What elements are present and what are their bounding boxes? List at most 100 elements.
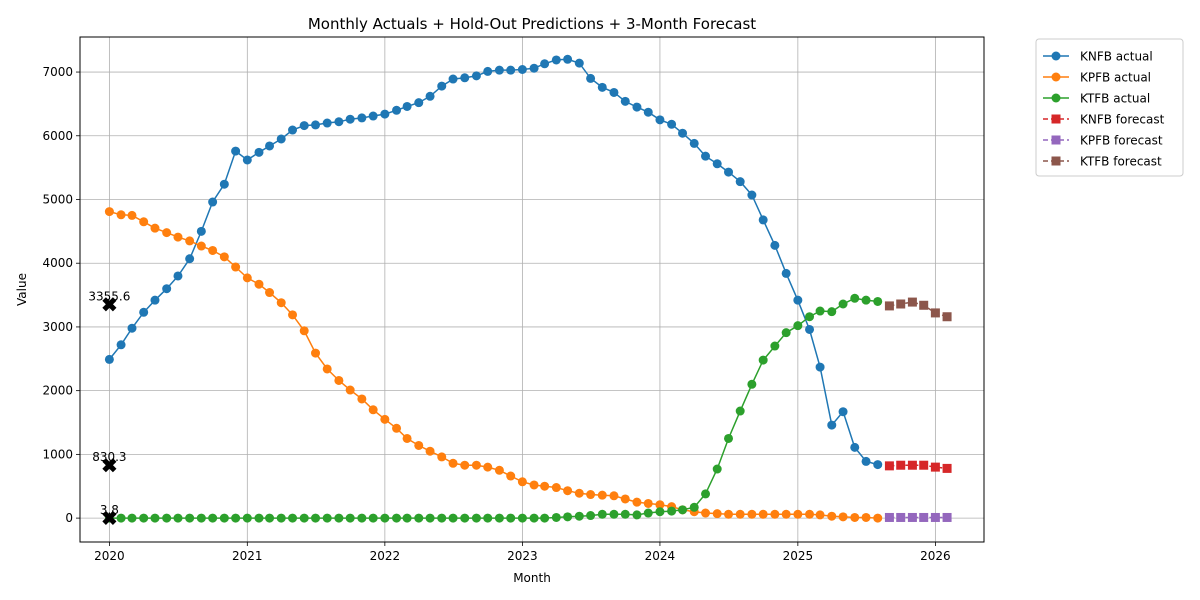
- ktfb-actual-point: [392, 513, 402, 523]
- kpfb-actual-point: [758, 509, 768, 519]
- x-tick-label: 2024: [645, 549, 676, 563]
- knfb-actual-point: [425, 91, 435, 101]
- knfb-actual-point: [162, 284, 172, 294]
- ktfb-actual-point: [299, 513, 309, 523]
- kpfb-actual-point: [861, 512, 871, 522]
- knfb-actual-point: [231, 146, 241, 156]
- holdout-marker: 3.8: [100, 503, 119, 525]
- knfb-actual-line: [108, 58, 878, 466]
- ktfb-actual-point: [162, 513, 172, 523]
- x-tick-label: 2022: [370, 549, 401, 563]
- legend-entry-kpfb-forecast: KPFB forecast: [1043, 134, 1163, 148]
- ktfb-actual-point: [345, 513, 355, 523]
- knfb-actual-point: [735, 177, 745, 187]
- knfb-actual-point: [827, 420, 837, 430]
- ktfb-actual-point: [689, 502, 699, 512]
- y-tick-label: 3000: [42, 320, 73, 334]
- ktfb-actual-point: [655, 507, 665, 517]
- kpfb-actual-point: [517, 477, 527, 487]
- ktfb-actual-point: [139, 513, 149, 523]
- ktfb-actual-point: [402, 513, 412, 523]
- y-tick-label: 5000: [42, 192, 73, 206]
- kpfb-actual-point: [827, 511, 837, 521]
- knfb-actual-point: [517, 64, 527, 74]
- y-tick-label: 7000: [42, 65, 73, 79]
- kpfb-actual-point: [483, 462, 493, 472]
- ktfb-forecast-point: [930, 308, 940, 318]
- ktfb-actual-point: [793, 321, 803, 331]
- kpfb-actual-point: [425, 446, 435, 456]
- ktfb-actual-point: [586, 511, 596, 521]
- legend: KNFB actual KPFB actual KTFB actual KNFB fo…: [1035, 38, 1184, 177]
- knfb-actual-point: [632, 102, 642, 112]
- ktfb-actual-point: [678, 505, 688, 515]
- knfb-actual-point: [724, 167, 734, 177]
- ktfb-actual-point: [173, 513, 183, 523]
- kpfb-actual-point: [471, 460, 481, 470]
- ktfb-actual-point: [724, 433, 734, 443]
- knfb-actual-point: [781, 268, 791, 278]
- knfb-actual-point: [506, 65, 516, 75]
- y-axis-label: Value: [15, 273, 29, 306]
- knfb-forecast-point: [930, 462, 940, 472]
- knfb-actual-point: [551, 55, 561, 65]
- knfb-actual-point: [242, 155, 252, 165]
- knfb-actual-point: [139, 307, 149, 317]
- knfb-actual-point: [276, 134, 286, 144]
- ktfb-actual-point: [632, 510, 642, 520]
- kpfb-actual-point: [196, 241, 206, 251]
- kpfb-actual-point: [793, 509, 803, 519]
- knfb-actual-point: [254, 147, 264, 157]
- chart-title: Monthly Actuals + Hold-Out Predictions +…: [308, 15, 756, 33]
- knfb-actual-series: [104, 54, 883, 470]
- knfb-actual-point: [150, 295, 160, 305]
- legend-label: KTFB forecast: [1080, 155, 1162, 169]
- ktfb-actual-point: [368, 513, 378, 523]
- kpfb-actual-point: [838, 512, 848, 522]
- knfb-actual-point: [586, 73, 596, 83]
- y-tick-label: 4000: [42, 256, 73, 270]
- knfb-actual-point: [850, 442, 860, 452]
- kpfb-actual-point: [150, 223, 160, 233]
- ktfb-actual-point: [242, 513, 252, 523]
- x-tick-label: 2025: [783, 549, 814, 563]
- ktfb-actual-series: [104, 293, 883, 523]
- knfb-forecast-point: [884, 461, 894, 471]
- ktfb-actual-point: [483, 513, 493, 523]
- knfb-actual-point: [667, 119, 677, 129]
- kpfb-actual-point: [494, 465, 504, 475]
- kpfb-forecast-point: [919, 512, 929, 522]
- knfb-actual-point: [219, 179, 229, 189]
- knfb-actual-point: [127, 323, 137, 333]
- legend-label: KPFB forecast: [1080, 134, 1163, 148]
- ktfb-actual-point: [747, 379, 757, 389]
- kpfb-actual-point: [701, 508, 711, 518]
- legend-entry-ktfb-forecast: KTFB forecast: [1043, 155, 1162, 169]
- ktfb-forecast-point: [919, 300, 929, 310]
- kpfb-actual-point: [299, 326, 309, 336]
- ktfb-actual-point: [609, 509, 619, 519]
- ktfb-actual-point: [448, 513, 458, 523]
- ktfb-actual-point: [643, 508, 653, 518]
- knfb-forecast-point: [896, 460, 906, 470]
- kpfb-actual-point: [311, 348, 321, 358]
- knfb-actual-point: [609, 87, 619, 97]
- kpfb-actual-point: [850, 512, 860, 522]
- knfb-actual-point: [873, 460, 883, 470]
- kpfb-forecast-point: [907, 512, 917, 522]
- ktfb-actual-point: [563, 512, 573, 522]
- knfb-actual-point: [529, 63, 539, 73]
- ktfb-actual-point: [551, 512, 561, 522]
- legend-entry-kpfb-actual: KPFB actual: [1043, 71, 1151, 85]
- kpfb-actual-point: [632, 497, 642, 507]
- kpfb-actual-series: [104, 207, 883, 523]
- ktfb-actual-point: [311, 513, 321, 523]
- knfb-actual-point: [448, 74, 458, 84]
- kpfb-forecast-point: [930, 512, 940, 522]
- ktfb-forecast-point: [942, 312, 952, 322]
- kpfb-actual-point: [265, 288, 275, 298]
- ktfb-forecast-point: [884, 301, 894, 311]
- kpfb-actual-point: [586, 490, 596, 500]
- ktfb-actual-point: [827, 307, 837, 317]
- knfb-actual-point: [701, 151, 711, 161]
